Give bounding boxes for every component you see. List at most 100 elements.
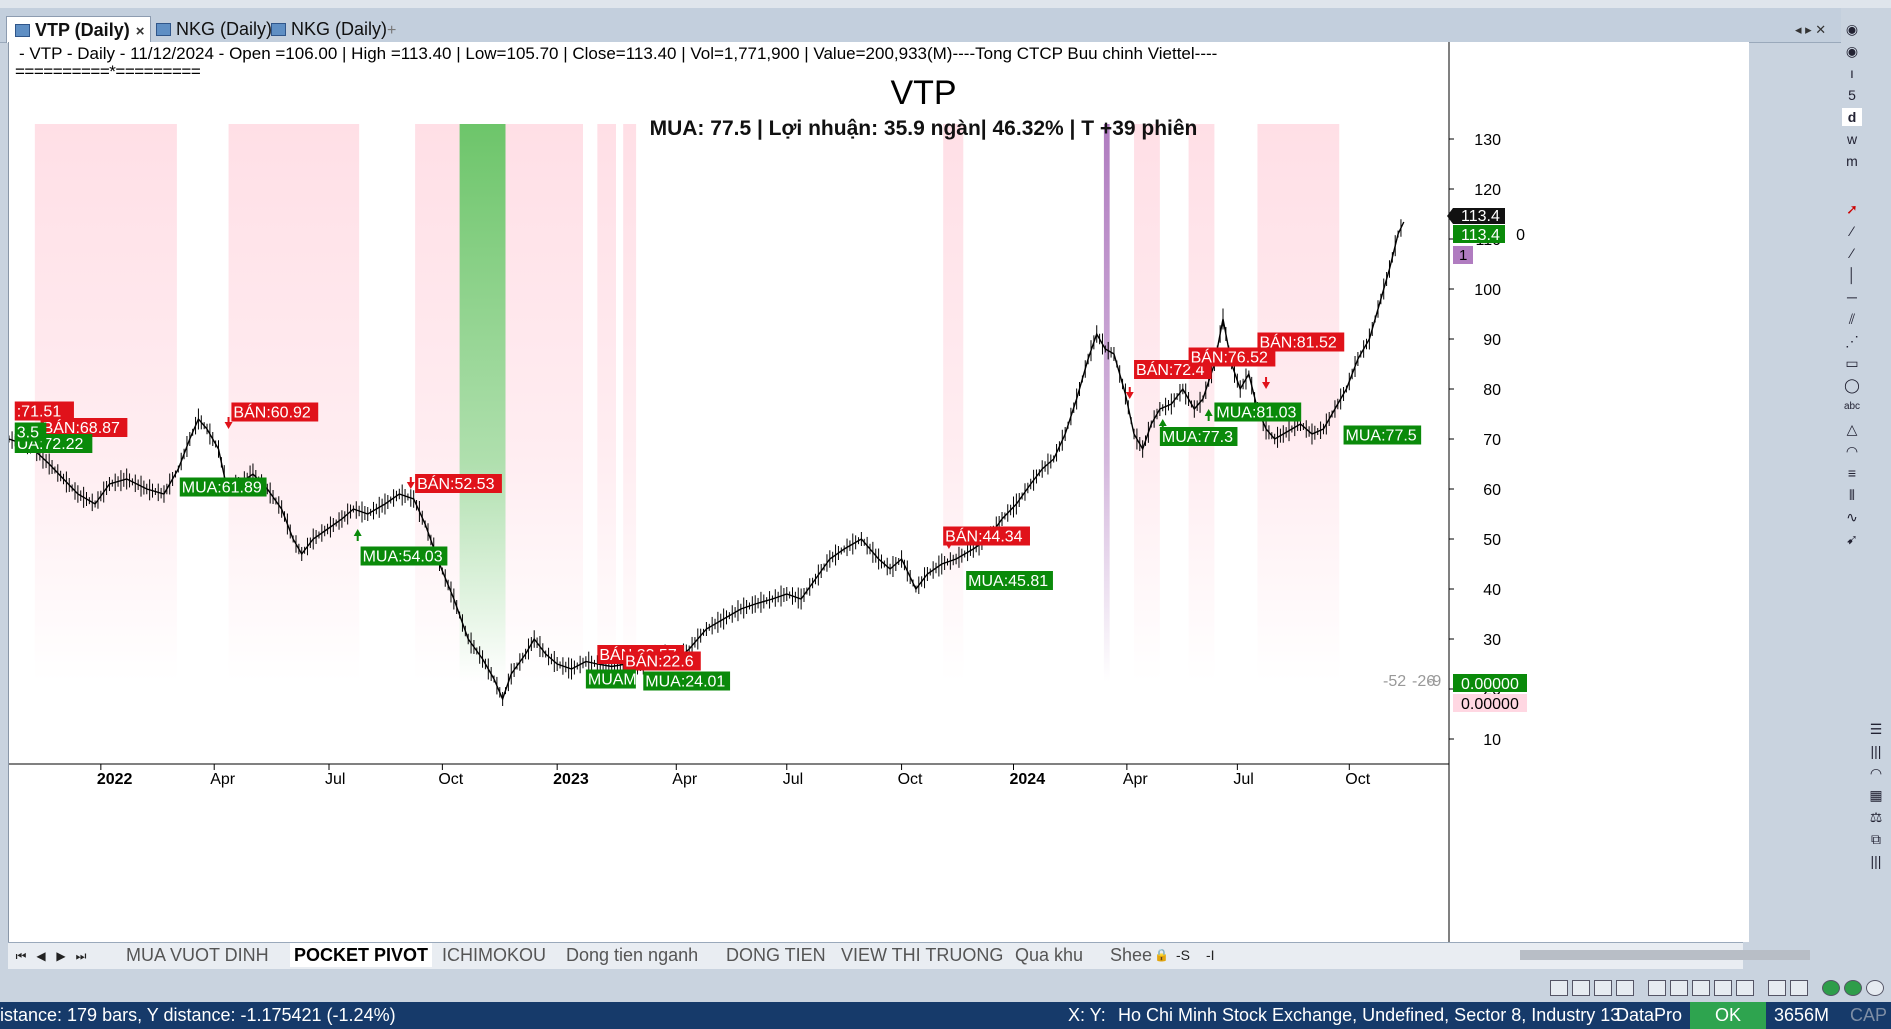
arc-icon[interactable]: ◠ [1845,443,1859,459]
x-tick-label: Jul [1233,771,1253,788]
cycle-lines-icon[interactable]: ⦀ [1848,487,1856,503]
back-icon[interactable] [1822,980,1840,996]
chart-doc-icon [15,24,30,37]
interval-1-icon[interactable]: ı [1850,65,1854,81]
print-icon[interactable] [1648,980,1666,996]
paste-icon[interactable] [1714,980,1732,996]
ray-icon[interactable]: ⁄ [1850,245,1854,261]
sell-label-bg [14,401,74,421]
sheet-tab-pocket-pivot[interactable]: POCKET PIVOT [290,943,433,967]
trendline-icon[interactable]: ⁄ [1850,223,1854,239]
zero-tag-2-bg [1453,694,1527,712]
x-tick-label: 2024 [1010,771,1046,788]
arrow-tool-icon[interactable]: ➹ [1846,531,1858,547]
forward-icon[interactable] [1844,980,1862,996]
open-folder-icon[interactable] [1572,980,1590,996]
y-tick-label: 90 [1483,332,1501,349]
next-sheet-icon[interactable]: ▶ [56,949,66,963]
status-exchange: Ho Chi Minh Stock Exchange, Undefined, S… [1118,1005,1621,1025]
grid-icon[interactable]: ▦ [1869,787,1883,803]
y-tick-label: 80 [1483,382,1501,399]
status-bar: istance: 179 bars, Y distance: -1.175421… [0,1002,1891,1029]
sell-arrow [224,417,233,429]
sell-arrow [1262,377,1271,389]
zero-tag-1: 0.00000 [1461,676,1519,693]
sheet-button-s[interactable]: -S [1176,947,1190,963]
last-sheet-icon[interactable]: ⏭ [75,949,87,963]
scale-icon[interactable]: ⚖ [1869,809,1883,825]
cut-icon[interactable] [1670,980,1688,996]
tab-label: NKG (Daily) [291,19,388,39]
list-icon[interactable]: ☰ [1869,721,1883,737]
price-chart[interactable]: :71.51BÁN:68.87UA:72.223.5BÁN:60.92MUA:6… [9,42,1845,942]
interval-5-icon[interactable]: 5 [1848,87,1856,103]
info-icon[interactable] [1866,980,1884,996]
layers-icon[interactable]: ⧉ [1871,831,1881,847]
cursor-icon[interactable]: ➚ [1846,201,1858,217]
text-tool-icon[interactable]: abc [1843,401,1861,412]
buy-label: 3.5 [17,425,39,442]
new-tab-icon[interactable]: + [387,22,397,39]
x-tick-label: Jul [325,771,345,788]
globe-icon-2[interactable]: ◉ [1845,43,1859,59]
sheet-tab-dong-tien-nganh[interactable]: Dong tien nganh [566,945,699,965]
count-tag-bg [1453,246,1473,264]
ellipse-icon[interactable]: ◯ [1844,377,1860,393]
signal-bands [34,124,1340,682]
bars-icon[interactable]: ||| [1870,743,1882,759]
copy-icon[interactable] [1692,980,1710,996]
sheet-tab-mua-vuot-dinh[interactable]: MUA VUOT DINH [126,945,269,965]
undo-icon[interactable] [1768,980,1786,996]
interval-daily-icon[interactable]: d [1842,108,1862,126]
globe-icon[interactable]: ◉ [1845,21,1859,37]
tab-vtp-daily[interactable]: VTP (Daily) × [6,16,152,43]
fibonacci-icon[interactable]: ≡ [1847,465,1857,481]
buy-label: MUA:45.81 [968,573,1048,590]
interval-weekly-icon[interactable]: w [1846,131,1858,147]
delete-icon[interactable] [1736,980,1754,996]
tab-nkg-daily-2[interactable]: NKG (Daily) [263,16,393,42]
interval-monthly-icon[interactable]: m [1846,153,1858,169]
sheet-button-i[interactable]: -I [1206,947,1215,963]
close-icon[interactable]: × [135,23,145,40]
oscillator-label: -9 [1427,673,1441,690]
triangle-icon[interactable]: △ [1846,421,1858,437]
signal-icon[interactable]: ◠ [1869,765,1883,781]
sheet-tab-qua-khu[interactable]: Qua khu [1015,945,1084,965]
status-ok-badge[interactable]: OK [1690,1002,1766,1029]
save-all-icon[interactable] [1616,980,1634,996]
buy-label-bg [1159,427,1238,446]
wave-icon[interactable]: ∿ [1846,509,1858,525]
sheet-tab-shee[interactable]: Shee [1110,945,1153,965]
buy-label-bg [1214,402,1302,422]
redo-icon[interactable] [1790,980,1808,996]
tab-nkg-daily-1[interactable]: NKG (Daily) [148,16,278,42]
fan-icon[interactable]: ⋰ [1845,333,1859,349]
chart-window[interactable]: :71.51 BÁN:68.87 UA:72.22 3.5 BÁN:60.92 MUA:6… [8,42,1749,942]
horizontal-line-icon[interactable]: ─ [1847,289,1857,305]
new-file-icon[interactable] [1550,980,1568,996]
sheet-tab-view-thi-truong[interactable]: VIEW THI TRUONG [841,945,1004,965]
status-distance: istance: 179 bars, Y distance: -1.175421… [0,1005,396,1025]
sell-label-bg [1188,347,1276,367]
vertical-line-icon[interactable]: │ [1847,267,1857,283]
parallel-lines-icon[interactable]: ⫽ [1848,311,1856,327]
buy-arrow [353,529,362,541]
horizontal-scrollbar[interactable] [1520,950,1810,960]
x-tick-label: Apr [672,771,698,788]
prev-sheet-icon[interactable]: ◀ [36,949,46,963]
sell-label: BÁN:22.6 [625,652,694,671]
sheet-tab-ichimokou[interactable]: ICHIMOKOU [442,945,547,965]
sheet-tab-dong-tien[interactable]: DONG TIEN [726,945,826,965]
rectangle-icon[interactable]: ▭ [1845,355,1859,371]
trade-labels: :71.51BÁN:68.87UA:72.223.5BÁN:60.92MUA:6… [14,332,1422,691]
save-icon[interactable] [1594,980,1612,996]
band-pink [623,124,637,682]
status-caps: CAP [1850,1005,1888,1025]
first-sheet-icon[interactable]: ⏮ [15,949,27,963]
columns-icon[interactable]: ||| [1870,853,1882,869]
x-tick-label: 2023 [553,771,589,788]
bottom-toolbar [1540,976,1884,1000]
lock-icon[interactable]: 🔒 [1154,948,1169,962]
tab-scroll-arrows-icon[interactable]: ◂ ▸ ✕ [1795,22,1827,37]
